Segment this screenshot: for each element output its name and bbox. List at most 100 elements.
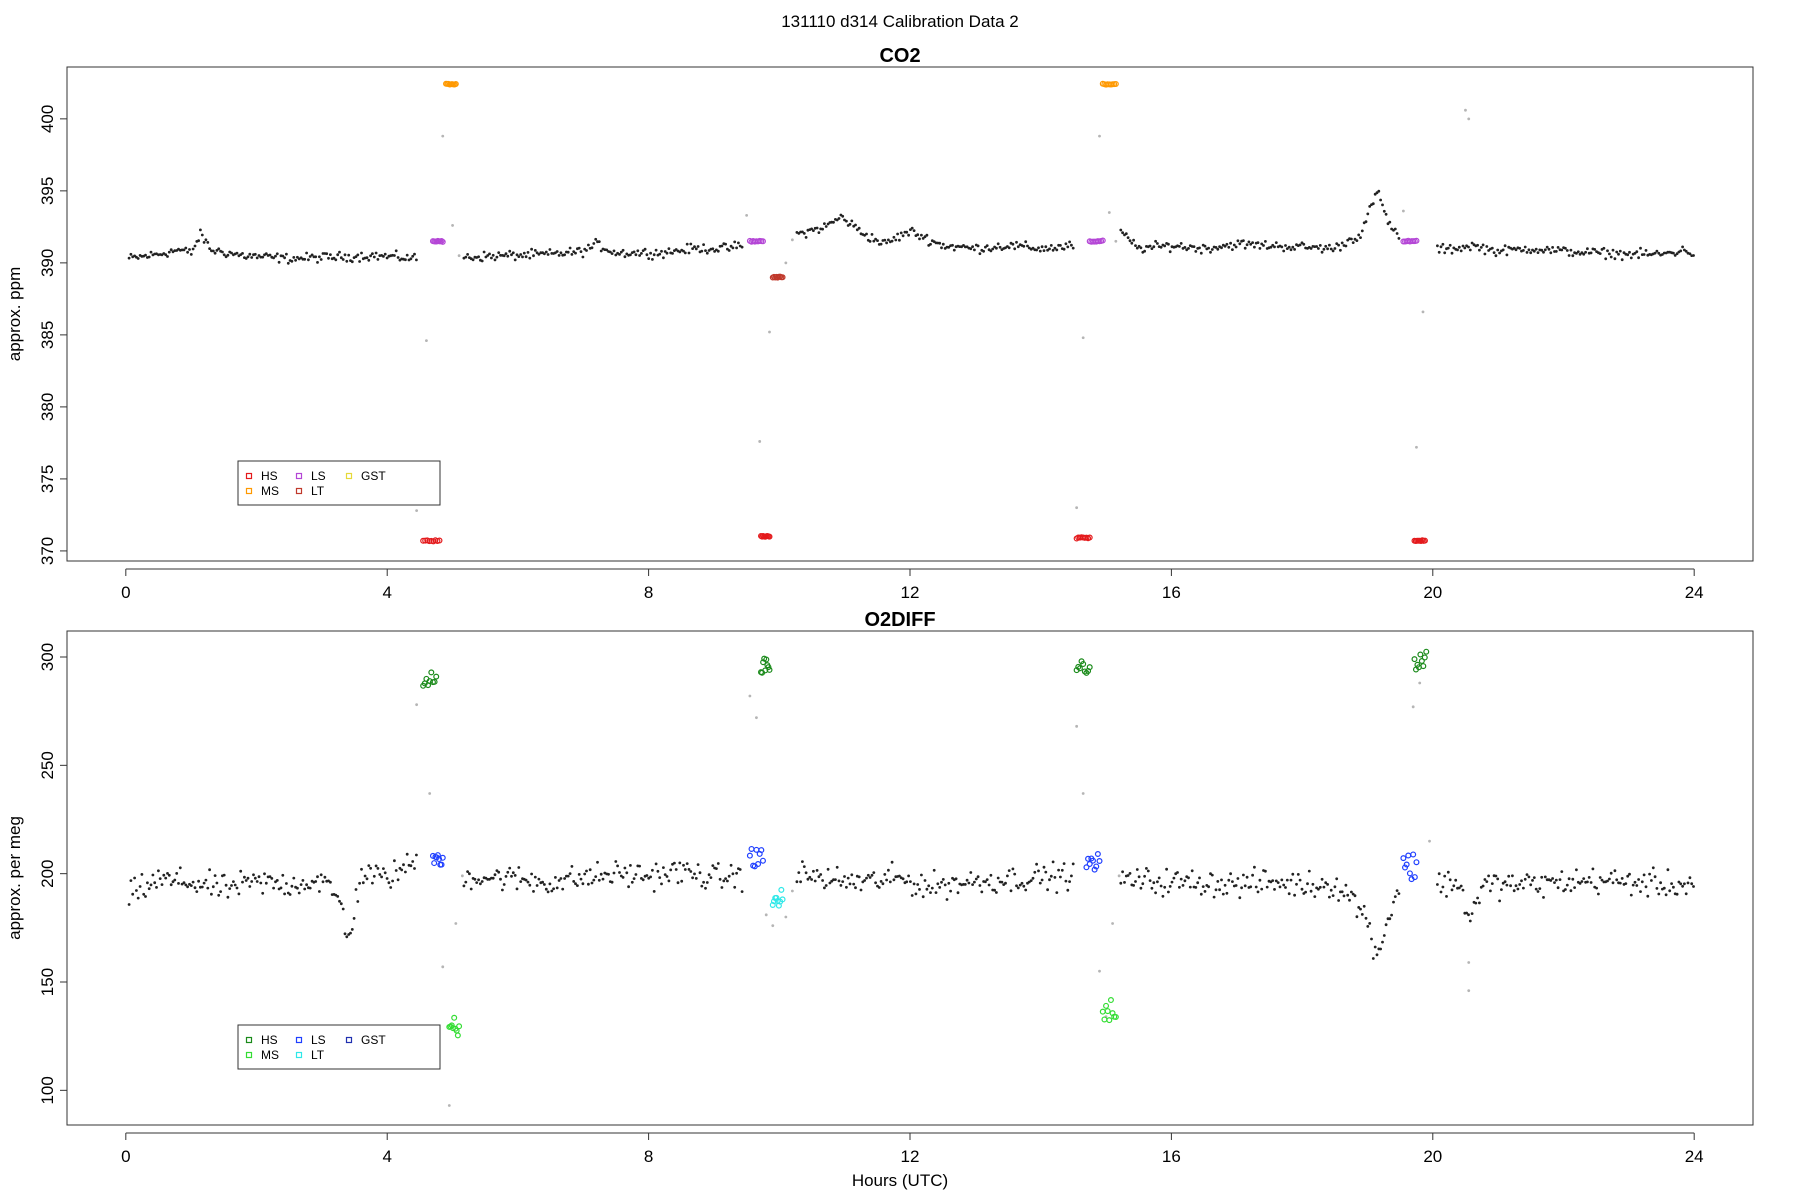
ambient-data-point [1157, 876, 1161, 880]
ambient-data-point [976, 244, 980, 248]
ambient-data-point [147, 887, 151, 891]
calibration-point-ls [746, 852, 753, 859]
ambient-data-point [673, 861, 676, 865]
ambient-data-point [469, 887, 473, 891]
ambient-data-point [230, 884, 233, 887]
ambient-data-point [843, 875, 846, 878]
ambient-data-point [1586, 880, 1589, 884]
ambient-data-point [1436, 883, 1439, 886]
calibration-point-ls [1096, 857, 1103, 864]
ambient-data-point [1000, 880, 1004, 884]
ambient-data-point [1459, 249, 1463, 253]
ambient-data-point [506, 870, 510, 874]
ambient-data-point [691, 876, 694, 880]
legend-symbol-hs [245, 1036, 253, 1044]
ambient-data-point [497, 870, 501, 874]
ambient-data-point [1353, 894, 1357, 898]
ambient-data-point [491, 876, 495, 880]
ambient-data-point [135, 889, 138, 892]
ambient-data-point [316, 875, 319, 879]
calibration-point-ls [1085, 855, 1092, 862]
ambient-data-point [594, 875, 598, 878]
x-tick-label: 4 [382, 1147, 391, 1166]
ambient-data-point [244, 257, 248, 260]
ambient-data-point [232, 880, 235, 883]
ambient-data-point [314, 880, 318, 883]
ambient-data-point [806, 877, 810, 881]
ambient-data-point [490, 256, 493, 260]
ambient-data-point [1478, 901, 1481, 905]
ambient-data-point [532, 254, 535, 258]
ambient-data-point [1178, 245, 1181, 248]
ambient-data-point [921, 237, 925, 240]
ambient-data-point [1317, 247, 1320, 250]
ambient-data-point [726, 879, 729, 883]
ambient-data-point [361, 881, 365, 885]
ambient-data-point [1543, 875, 1547, 879]
ambient-data-point [323, 875, 327, 879]
ambient-data-point [1220, 246, 1223, 250]
ambient-data-point [1154, 891, 1157, 895]
ambient-data-point [682, 863, 685, 867]
ambient-data-point [1629, 256, 1633, 260]
ambient-data-point [674, 868, 678, 871]
ambient-data-point [1254, 885, 1258, 889]
x-tick-label: 0 [121, 1147, 130, 1166]
x-tick-label: 24 [1685, 1147, 1704, 1166]
ambient-data-point [1154, 239, 1157, 243]
ambient-data-point [848, 222, 852, 226]
x-axis-label: Hours (UTC) [852, 1171, 948, 1190]
ambient-data-point [144, 253, 147, 257]
ambient-data-point [155, 886, 158, 889]
ambient-data-point [683, 868, 687, 871]
ambient-data-point [1684, 249, 1688, 253]
ambient-data-point [167, 873, 171, 877]
ambient-data-point [1033, 870, 1037, 874]
ambient-data-point [973, 880, 976, 884]
legend-label-gst: GST [361, 469, 386, 483]
ambient-data-point [857, 875, 861, 879]
ambient-data-point [914, 892, 918, 896]
ambient-data-point [411, 254, 415, 258]
y-tick-label: 385 [38, 321, 57, 349]
ambient-data-point [285, 882, 288, 885]
ambient-data-point [1375, 953, 1379, 957]
ambient-data-point [345, 935, 349, 939]
transition-data-point [755, 716, 758, 720]
ambient-data-point [1296, 873, 1300, 876]
ambient-data-point [1231, 880, 1234, 883]
ambient-data-point [1049, 244, 1053, 247]
ambient-data-point [1298, 878, 1302, 882]
ambient-data-point [1617, 252, 1620, 256]
ambient-data-point [1188, 885, 1192, 889]
ambient-data-point [1304, 890, 1307, 894]
ambient-data-point [147, 255, 151, 259]
ambient-data-point [316, 261, 319, 264]
ambient-data-point [1587, 876, 1591, 879]
ambient-data-point [208, 247, 212, 251]
ambient-data-point [332, 256, 336, 260]
ambient-data-point [1692, 254, 1695, 257]
ambient-data-point [182, 881, 186, 885]
ambient-data-point [1229, 241, 1232, 245]
ambient-data-point [837, 879, 841, 883]
ambient-data-point [651, 258, 654, 261]
ambient-data-point [812, 229, 815, 233]
ambient-data-point [557, 254, 561, 257]
ambient-data-point [610, 252, 614, 256]
ambient-data-point [1598, 876, 1602, 879]
ambient-data-point [1362, 904, 1366, 908]
ambient-data-point [1066, 888, 1070, 892]
ambient-data-point [530, 247, 533, 251]
ambient-data-point [1450, 251, 1454, 255]
ambient-data-point [1366, 212, 1370, 216]
ambient-data-point [885, 878, 888, 882]
ambient-data-point [841, 214, 845, 218]
ambient-data-point [1287, 245, 1291, 249]
ambient-data-point [367, 864, 371, 867]
ambient-data-point [932, 868, 936, 872]
ambient-data-point [1018, 883, 1022, 887]
ambient-data-point [157, 869, 160, 873]
ambient-data-point [508, 866, 512, 870]
